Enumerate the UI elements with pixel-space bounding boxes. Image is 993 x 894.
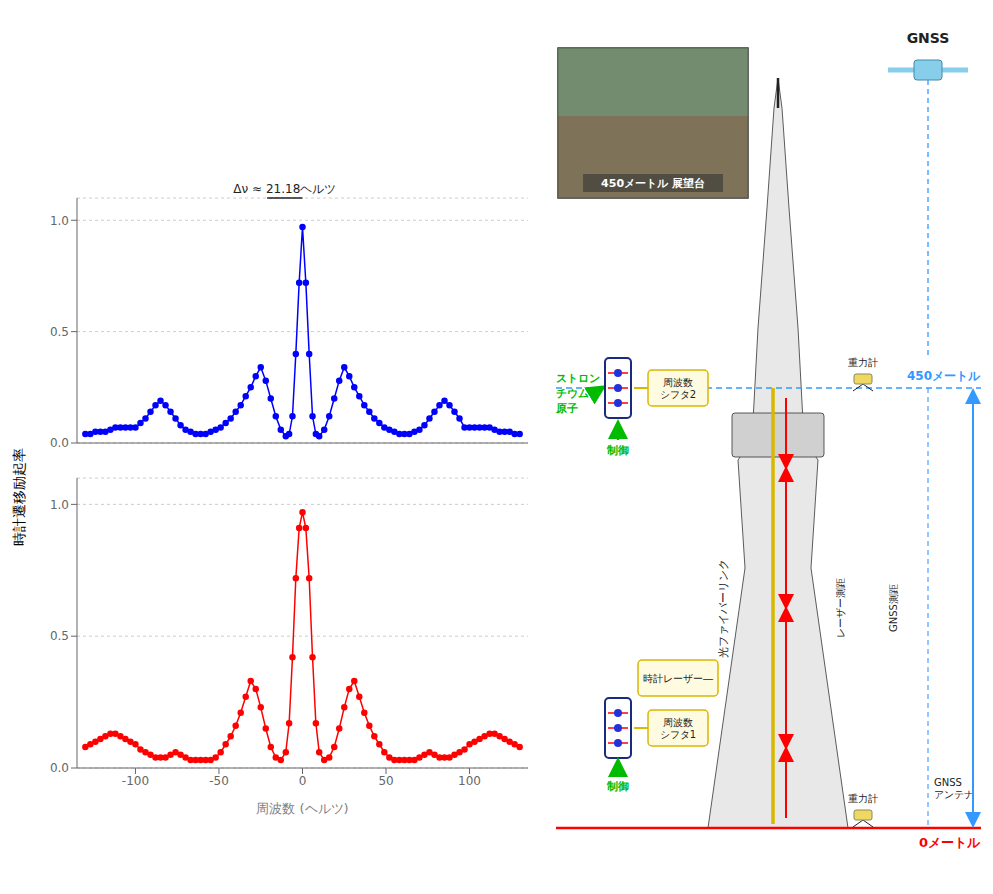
svg-text:1.0: 1.0 [50,214,69,228]
svg-text:0.0: 0.0 [50,761,69,775]
html-text:時計遷移励起率: 時計遷移励起率 [11,448,27,546]
svg-text:-100: -100 [122,774,149,788]
svg-text:ストロンチウム原子: ストロンチウム原子 [555,372,600,415]
svg-text:時計レーザー―: 時計レーザー― [643,673,713,684]
svg-text:50: 50 [378,774,393,788]
svg-text:周波数シフタ1: 周波数シフタ1 [660,716,696,740]
svg-text:重力計: 重力計 [848,793,878,804]
svg-text:重力計: 重力計 [848,357,878,368]
svg-text:制御: 制御 [606,444,629,457]
svg-text:周波数シフタ2: 周波数シフタ2 [660,376,696,400]
svg-text:周波数 (ヘルツ): 周波数 (ヘルツ) [256,801,348,816]
svg-text:0メートル: 0メートル [919,835,981,850]
svg-text:GNSSアンテナ: GNSSアンテナ [934,776,974,800]
svg-text:GNSS: GNSS [907,30,950,46]
svg-text:制御: 制御 [606,780,629,793]
svg-text:Δν ≈ 21.18ヘルツ: Δν ≈ 21.18ヘルツ [233,182,336,196]
svg-text:0.5: 0.5 [50,629,69,643]
svg-text:450メートル: 450メートル [907,369,981,383]
svg-text:レーザー測距: レーザー測距 [835,578,846,638]
svg-text:-50: -50 [209,774,229,788]
svg-text:100: 100 [458,774,481,788]
svg-text:0.0: 0.0 [50,436,69,450]
svg-text:GNSS測距: GNSS測距 [888,584,899,632]
svg-text:450メートル 展望台: 450メートル 展望台 [601,177,705,190]
svg-text:0: 0 [299,774,307,788]
svg-text:光ファイバーリンク: 光ファイバーリンク [717,559,730,658]
svg-text:1.0: 1.0 [50,498,69,512]
svg-text:0.5: 0.5 [50,325,69,339]
